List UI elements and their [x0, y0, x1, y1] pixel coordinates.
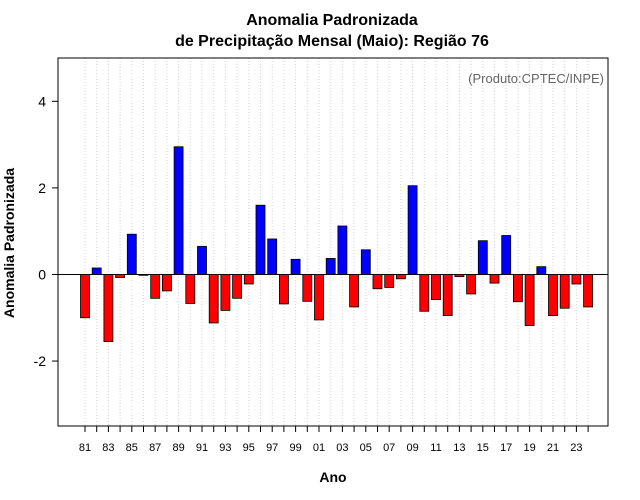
bar-94	[232, 274, 243, 299]
bar-89	[173, 146, 184, 275]
y-axis-label: Anomalia Padronizada	[1, 168, 17, 318]
bar-21	[548, 274, 558, 316]
bar-13	[454, 274, 465, 278]
bar-20	[536, 266, 547, 275]
bar-04	[349, 274, 360, 308]
bar-96	[255, 204, 266, 275]
x-tick-label: 13	[453, 442, 465, 454]
bar-86	[138, 274, 149, 276]
bar-88	[161, 274, 172, 292]
credit-label: (Produto:CPTEC/INPE)	[468, 71, 604, 86]
x-tick-label: 15	[477, 442, 489, 454]
bar-18	[513, 274, 523, 303]
x-tick-label: 05	[360, 442, 372, 454]
bar-82	[91, 267, 102, 275]
x-tick-label: 81	[79, 442, 91, 454]
bar-87	[150, 274, 161, 299]
bar-16	[489, 274, 500, 284]
x-tick-label: 11	[430, 442, 441, 454]
bar-14	[466, 274, 477, 295]
bar-83	[103, 274, 114, 342]
bar-81	[80, 274, 90, 319]
bars	[80, 146, 593, 342]
y-axis: -2 0 2 4	[34, 93, 58, 369]
grid-lines	[84, 58, 589, 426]
x-tick-label: 09	[406, 442, 418, 454]
x-tick-label: 91	[196, 442, 208, 454]
bar-08	[395, 274, 406, 280]
x-tick-label: 97	[266, 442, 278, 454]
bar-99	[290, 258, 301, 275]
chart-title-line2: de Precipitação Mensal (Maio): Região 76	[175, 33, 489, 50]
x-tick-label: 21	[547, 442, 559, 454]
x-tick-label: 19	[523, 442, 535, 454]
y-tick-label: -2	[34, 353, 47, 369]
bar-24	[583, 274, 593, 308]
bar-10	[419, 274, 430, 312]
x-tick-label: 01	[313, 442, 325, 454]
x-axis: 81 83 85 87 89 91 93 95 97 99 01 03 05 07 09 11 13 15 17 19…	[79, 426, 589, 454]
bar-97	[267, 238, 278, 275]
bar-84	[115, 274, 125, 278]
x-tick-label: 23	[570, 442, 582, 454]
x-tick-label: 99	[289, 442, 301, 454]
x-tick-label: 85	[126, 442, 138, 454]
bar-93	[220, 274, 231, 311]
x-tick-label: 95	[243, 442, 255, 454]
bar-95	[243, 274, 254, 285]
x-tick-label: 17	[500, 442, 512, 454]
plot-frame	[57, 57, 609, 427]
x-tick-label: 87	[149, 442, 161, 454]
x-axis-label: Ano	[319, 469, 346, 485]
bar-11	[431, 274, 441, 300]
bar-02	[325, 258, 336, 275]
bar-23	[571, 274, 582, 285]
bar-22	[559, 274, 570, 309]
bar-06	[372, 274, 383, 290]
x-tick-label: 83	[102, 442, 114, 454]
bar-05	[360, 249, 371, 275]
bar-19	[524, 274, 535, 326]
x-tick-label: 07	[383, 442, 395, 454]
bar-17	[501, 235, 512, 275]
bar-92	[208, 274, 219, 324]
bar-91	[197, 245, 207, 275]
y-tick-label: 0	[38, 266, 46, 282]
x-tick-label: 03	[336, 442, 348, 454]
y-tick-label: 2	[38, 180, 46, 196]
bar-12	[442, 274, 453, 316]
x-tick-label: 89	[172, 442, 184, 454]
bar-15	[477, 240, 488, 275]
bar-01	[314, 274, 324, 321]
bar-09	[407, 185, 418, 275]
bar-00	[302, 274, 313, 302]
bar-07	[384, 274, 395, 288]
chart-title-line1: Anomalia Padronizada	[246, 12, 418, 29]
x-tick-label: 93	[219, 442, 231, 454]
y-tick-label: 4	[38, 93, 46, 109]
bar-98	[278, 274, 289, 305]
bar-03	[337, 225, 348, 275]
bar-90	[185, 274, 196, 304]
bar-85	[126, 233, 137, 275]
